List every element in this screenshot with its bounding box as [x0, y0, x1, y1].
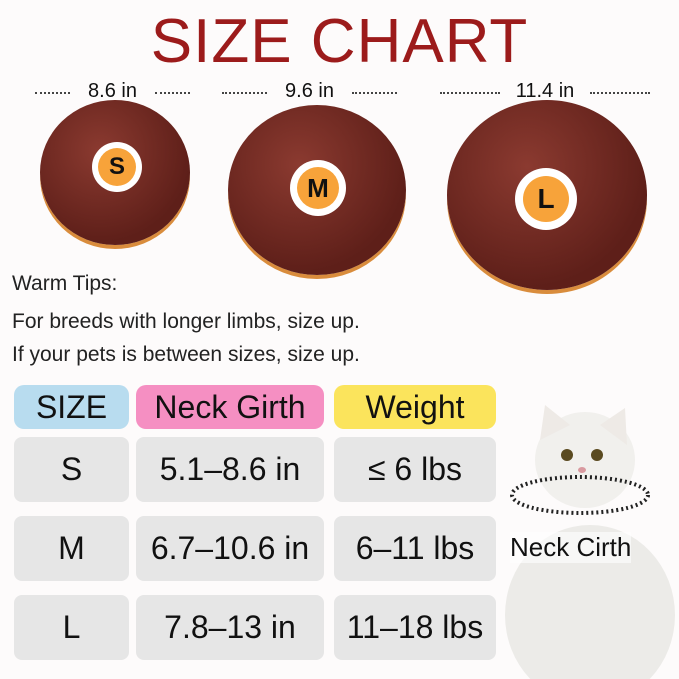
row-s-weight: ≤ 6 lbs [334, 437, 496, 502]
tip-line: For breeds with longer limbs, size up. [12, 310, 360, 333]
neck-girth-label: Neck Cirth [510, 532, 632, 563]
header-neck-girth: Neck Girth [136, 385, 324, 429]
donut-collar-large: L [447, 100, 647, 290]
size-badge-l: L [523, 176, 569, 222]
measurement-small: 8.6 in [35, 80, 190, 103]
measurement-large: 11.4 in [440, 80, 650, 103]
row-m-neck: 6.7–10.6 in [136, 516, 324, 581]
row-l-size: L [14, 595, 129, 660]
title: SIZE CHART [150, 7, 529, 76]
row-m-size: M [14, 516, 129, 581]
row-l-neck: 7.8–13 in [136, 595, 324, 660]
tips-heading: Warm Tips: [12, 272, 118, 295]
header-weight: Weight [334, 385, 496, 429]
measurement-medium: 9.6 in [222, 80, 397, 103]
cat-photo [505, 405, 675, 679]
donut-collar-medium: M [228, 105, 406, 275]
tip-line: If your pets is between sizes, size up. [12, 343, 360, 366]
row-s-neck: 5.1–8.6 in [136, 437, 324, 502]
row-s-size: S [14, 437, 129, 502]
size-badge-m: M [297, 167, 339, 209]
donut-collar-small: S [40, 100, 190, 245]
row-m-weight: 6–11 lbs [334, 516, 496, 581]
size-badge-s: S [98, 148, 136, 186]
header-size: SIZE [14, 385, 129, 429]
row-l-weight: 11–18 lbs [334, 595, 496, 660]
